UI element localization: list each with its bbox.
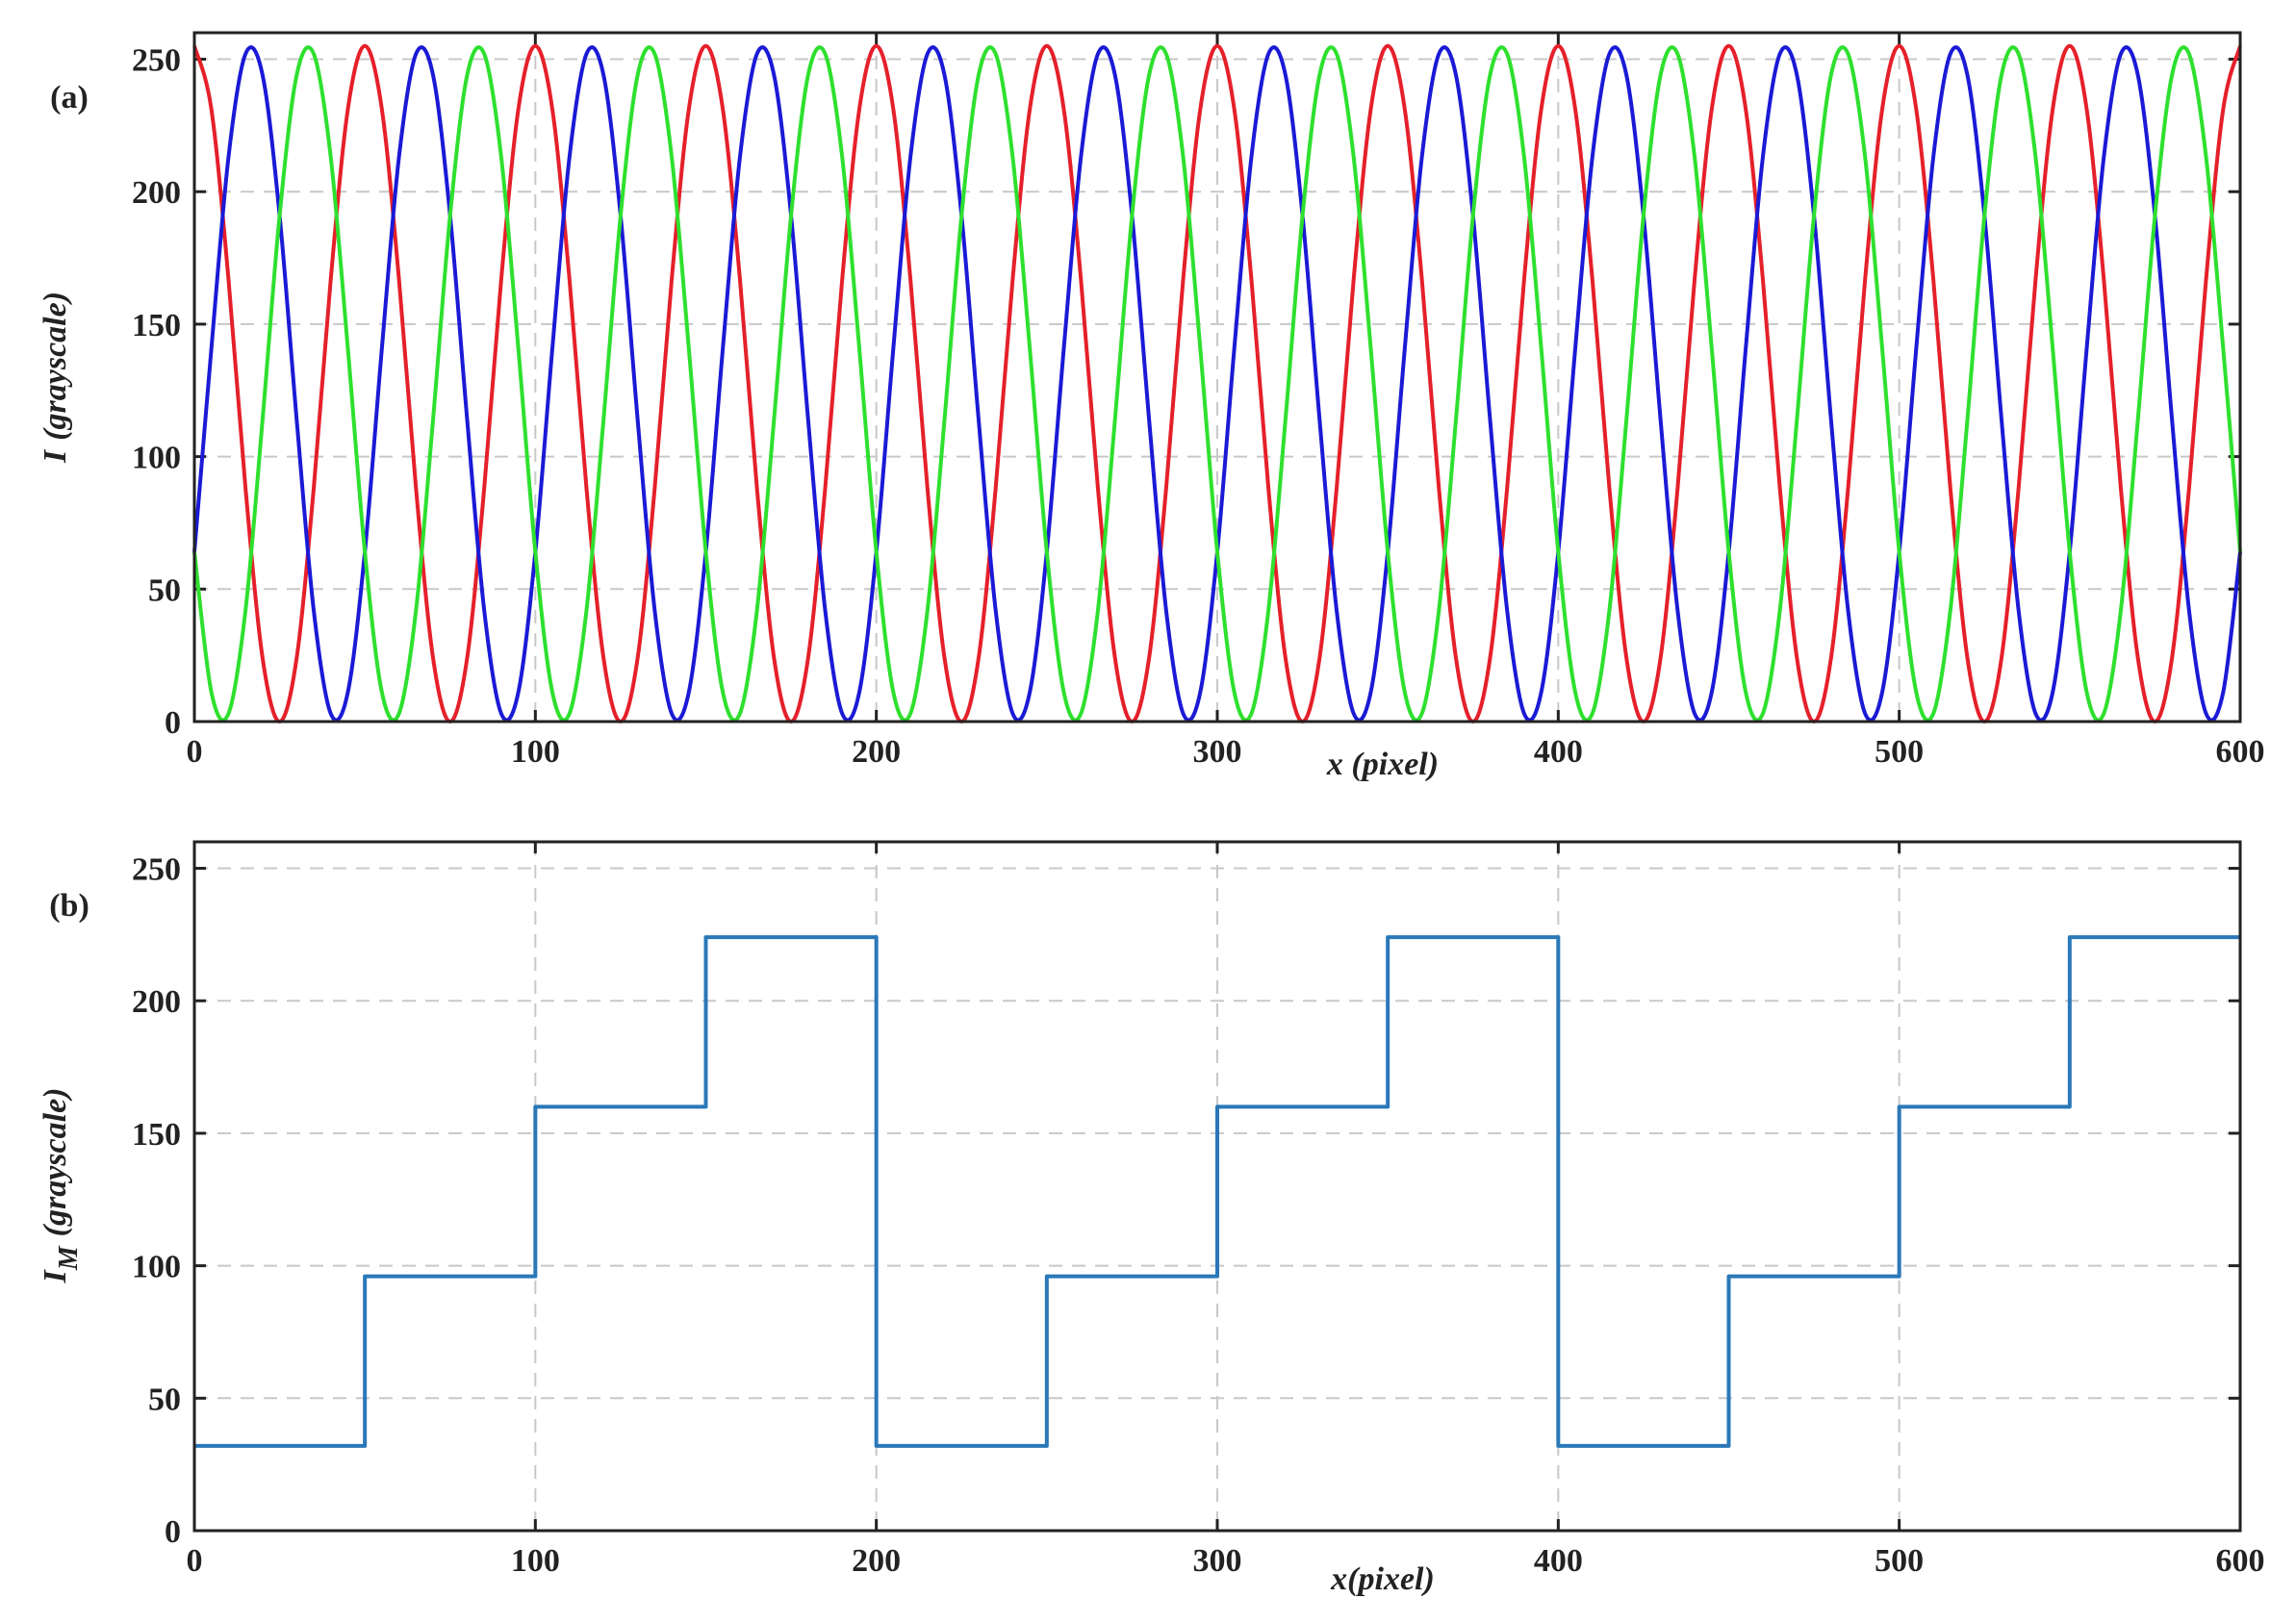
x-tick-label: 500 xyxy=(1875,734,1924,770)
x-tick-label: 600 xyxy=(2216,1543,2265,1579)
x-tick-label: 300 xyxy=(1193,1543,1242,1579)
y-label-rest: (grayscale) xyxy=(38,1088,73,1237)
y-label-rest: (grayscale) xyxy=(38,292,73,441)
panel: 0 50 100 150 200 250 0 100 200 300 400 500 600 x (pix… xyxy=(38,31,2265,782)
y-label-main: I xyxy=(38,448,73,464)
x-tick-label: 200 xyxy=(852,1543,901,1579)
y-tick-label: 250 xyxy=(132,852,181,888)
y-tick-label: 0 xyxy=(165,1514,181,1550)
data-line xyxy=(192,45,2242,723)
x-tick-label: 0 xyxy=(187,734,203,770)
panel-label: (b) xyxy=(49,888,89,924)
plot-frame xyxy=(192,840,2242,1533)
y-label-main: I xyxy=(38,1268,73,1283)
x-tick-label: 400 xyxy=(1534,734,1583,770)
y-tick-label: 100 xyxy=(132,441,181,476)
x-tick-label: 500 xyxy=(1875,1543,1924,1579)
y-axis-label: I (grayscale) xyxy=(38,292,73,464)
x-tick-label: 600 xyxy=(2216,734,2265,770)
y-tick-label: 250 xyxy=(132,43,181,79)
y-tick-label: 150 xyxy=(132,308,181,343)
x-tick-label: 400 xyxy=(1534,1543,1583,1579)
plot-area xyxy=(194,33,2240,722)
y-tick-label: 50 xyxy=(148,1382,181,1417)
x-tick-label: 200 xyxy=(852,734,901,770)
y-tick-label: 200 xyxy=(132,175,181,211)
y-tick-label: 50 xyxy=(148,572,181,608)
plot-frame xyxy=(192,31,2242,723)
x-tick-label: 300 xyxy=(1193,734,1242,770)
panel-label: (a) xyxy=(50,80,89,115)
x-tick-label: 100 xyxy=(511,734,560,770)
y-tick-label: 150 xyxy=(132,1117,181,1153)
y-tick-label: 0 xyxy=(165,705,181,741)
data-line xyxy=(192,43,2242,723)
x-axis-label: x (pixel) xyxy=(1326,747,1439,782)
panel: 0 50 100 150 200 250 0 100 200 300 400 500 600 x(pixe… xyxy=(38,840,2265,1597)
y-tick-label: 200 xyxy=(132,984,181,1020)
data-line xyxy=(194,935,2240,1448)
y-tick-label: 100 xyxy=(132,1250,181,1285)
x-tick-label: 100 xyxy=(511,1543,560,1579)
y-axis-label: IM (grayscale) xyxy=(38,1088,84,1284)
y-label-sub: M xyxy=(54,1245,84,1271)
x-axis-label: x(pixel) xyxy=(1330,1561,1435,1597)
x-tick-label: 0 xyxy=(187,1543,203,1579)
